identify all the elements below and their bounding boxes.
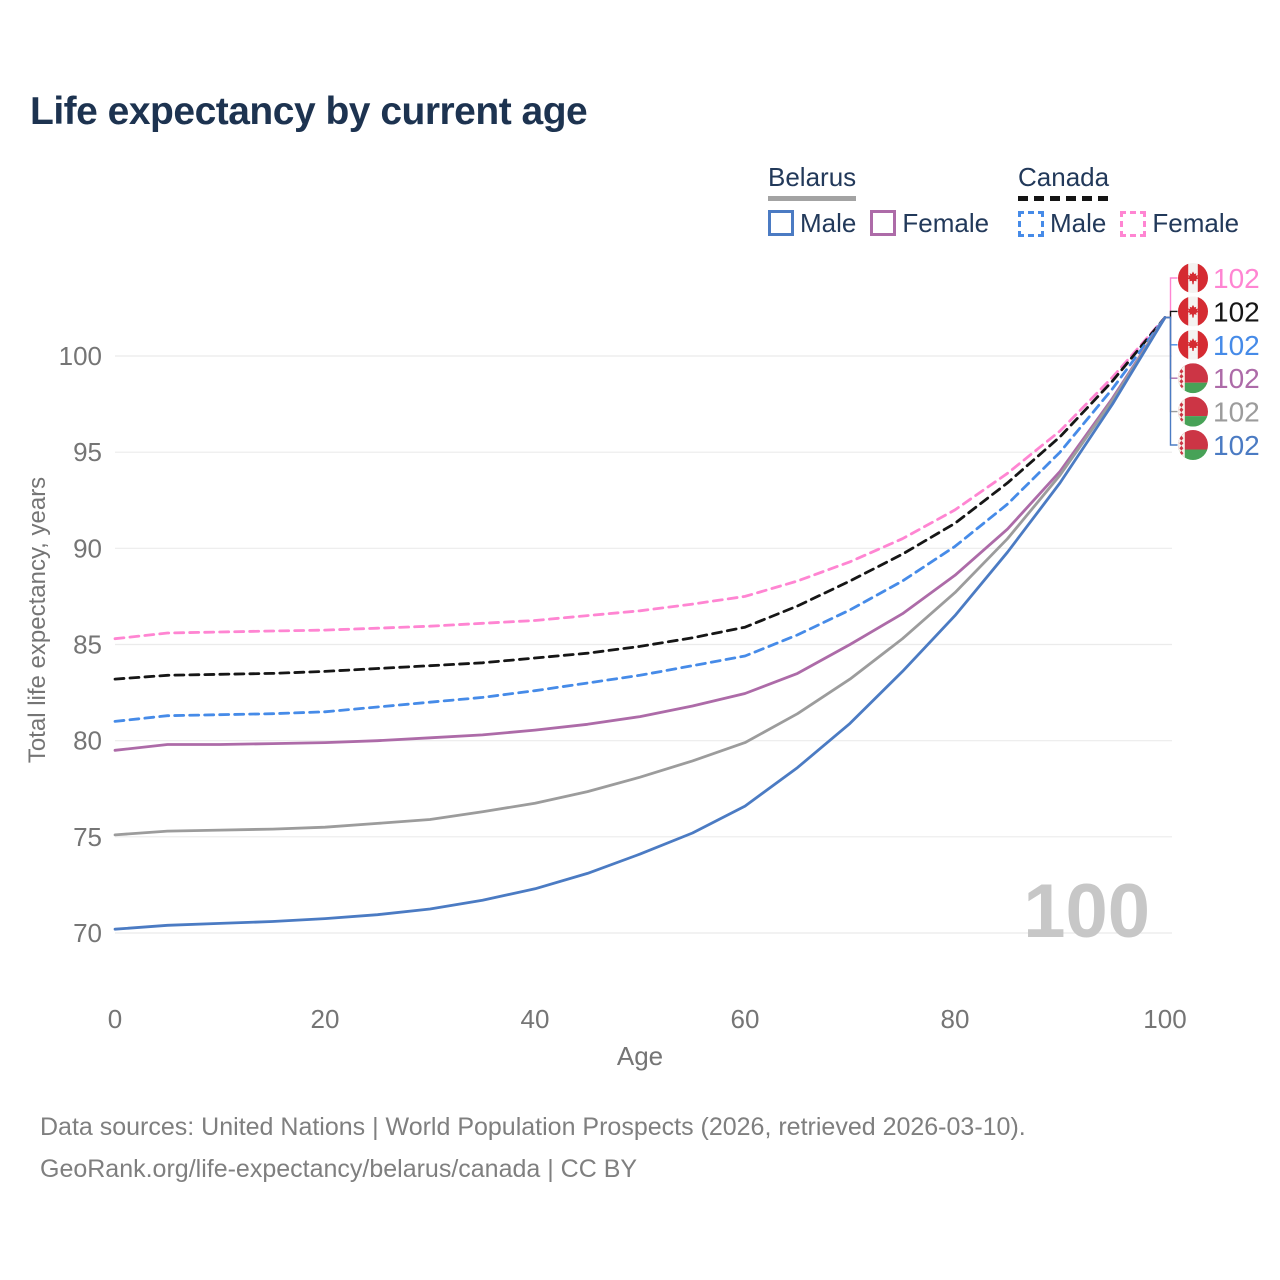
series-line-belarus-male (113, 316, 1167, 931)
series-line-canada-both (113, 316, 1167, 681)
legend-label-belarus-female[interactable]: Female (902, 207, 990, 238)
age-watermark: 100 (1023, 869, 1150, 954)
legend-label-canada-female[interactable]: Female (1152, 208, 1240, 238)
legend-label-belarus-male[interactable]: Male (800, 207, 857, 238)
legend-group-canada: Canada Male Female (1018, 162, 1253, 239)
end-value-label-belarus-both: 102 (1213, 397, 1260, 428)
series-line-canada-male (113, 316, 1167, 723)
end-value-label-belarus-male: 102 (1213, 430, 1260, 461)
canada-line-style-swatch (1018, 196, 1108, 201)
belarus-flag-icon (1178, 430, 1208, 461)
footer: Data sources: United Nations | World Pop… (40, 1106, 1026, 1190)
y-tick-95: 95 (73, 437, 102, 467)
page-title: Life expectancy by current age (30, 90, 588, 133)
y-tick-80: 80 (73, 726, 102, 756)
label-leader-belarus-female (1165, 316, 1178, 379)
y-axis-title: Total life expectancy, years (24, 477, 51, 763)
belarus-flag-icon (1178, 363, 1208, 394)
end-value-label-canada-both: 102 (1213, 296, 1260, 327)
end-value-label-canada-male: 102 (1213, 330, 1260, 361)
belarus-line-style-swatch (768, 196, 856, 201)
legend-country-belarus[interactable]: Belarus (768, 162, 857, 192)
x-tick-80: 80 (941, 1004, 970, 1034)
series-line-canada-female (113, 316, 1167, 641)
data-series (113, 316, 1167, 931)
legend-group-belarus: Belarus Male Female (768, 162, 1003, 239)
label-leader-belarus-male (1165, 316, 1178, 446)
y-tick-100: 100 (59, 341, 102, 371)
series-line-belarus-female (113, 316, 1167, 752)
gridlines (115, 355, 1172, 934)
legend-swatch-canada-male[interactable] (1018, 210, 1044, 237)
x-tick-100: 100 (1143, 1004, 1186, 1034)
x-tick-40: 40 (521, 1004, 550, 1034)
x-tick-60: 60 (731, 1004, 760, 1034)
series-line-belarus-both (113, 316, 1167, 837)
data-sources-line: Data sources: United Nations | World Pop… (40, 1113, 1026, 1141)
y-tick-75: 75 (73, 822, 102, 852)
label-leader-canada-male (1165, 316, 1178, 346)
belarus-flag-icon (1178, 397, 1208, 428)
label-leader-canada-both (1165, 310, 1178, 319)
canada-flag-icon (1178, 330, 1208, 360)
legend-swatch-canada-female[interactable] (1120, 210, 1147, 237)
y-tick-85: 85 (73, 630, 102, 660)
legend-label-canada-male[interactable]: Male (1050, 208, 1107, 238)
x-axis-title: Age (617, 1041, 663, 1071)
y-tick-90: 90 (73, 533, 102, 563)
attribution-line: GeoRank.org/life-expectancy/belarus/cana… (40, 1155, 638, 1183)
x-tick-20: 20 (311, 1004, 340, 1034)
canada-flag-icon (1178, 263, 1208, 293)
legend-swatch-belarus-female[interactable] (870, 210, 897, 236)
canada-flag-icon (1178, 296, 1208, 326)
legend-swatch-belarus-male[interactable] (768, 210, 794, 236)
label-leader-belarus-both (1165, 316, 1178, 413)
x-tick-0: 0 (108, 1004, 122, 1034)
end-value-label-belarus-female: 102 (1213, 363, 1260, 394)
axis-tick-labels: 70 75 80 85 90 95 100 0 20 40 60 80 100 (59, 341, 1187, 1034)
legend-country-canada[interactable]: Canada (1018, 162, 1110, 192)
end-value-label-canada-female: 102 (1213, 263, 1260, 294)
y-tick-70: 70 (73, 918, 102, 948)
